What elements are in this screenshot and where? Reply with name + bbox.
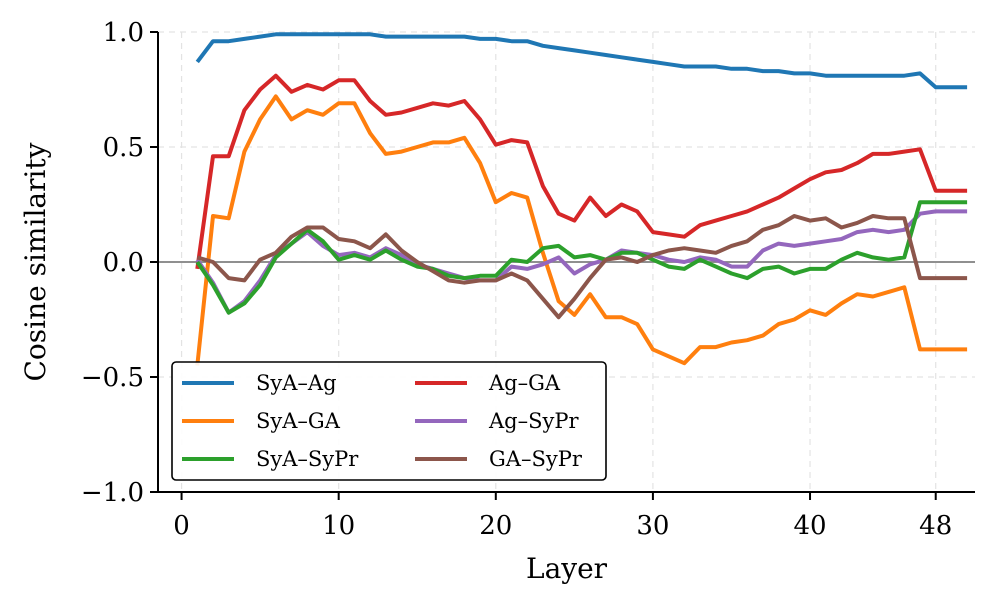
legend: SyA–Ag SyA–GA SyA–SyPr Ag–GA Ag–SyPr GA–SyPr [171,361,607,481]
series-sya-ga [195,94,968,366]
x-tick-label: 10 [322,511,355,541]
legend-label-sya-ag: SyA–Ag [256,371,337,395]
x-ticks: 0 10 20 30 40 48 [173,492,952,541]
legend-label-sya-sypr: SyA–SyPr [256,447,359,471]
legend-label-ag-ga: Ag–GA [488,371,561,395]
legend-label-ag-sypr: Ag–SyPr [488,409,579,433]
x-tick-label: 30 [636,511,669,541]
x-axis-label: Layer [526,552,608,585]
y-tick-label: −0.5 [81,363,144,393]
x-tick-label: 40 [793,511,826,541]
legend-label-sya-ga: SyA–GA [256,409,341,433]
x-tick-label: 48 [919,511,952,541]
y-tick-label: −1.0 [81,478,144,508]
series-sya-sypr [195,200,968,315]
y-axis-label: Cosine similarity [19,142,52,381]
x-tick-label: 0 [173,511,190,541]
y-ticks: 1.0 0.5 0.0 −0.5 −1.0 [81,18,158,508]
legend-label-ga-sypr: GA–SyPr [489,447,583,471]
legend-box [171,361,607,481]
x-tick-label: 20 [479,511,512,541]
series-ga-sypr [196,214,968,320]
series-sya-ag [195,32,968,90]
y-tick-label: 0.0 [103,248,144,278]
series-ag-ga [195,73,968,270]
y-tick-label: 0.5 [103,133,144,163]
y-tick-label: 1.0 [103,18,144,48]
series-lines [195,32,968,366]
